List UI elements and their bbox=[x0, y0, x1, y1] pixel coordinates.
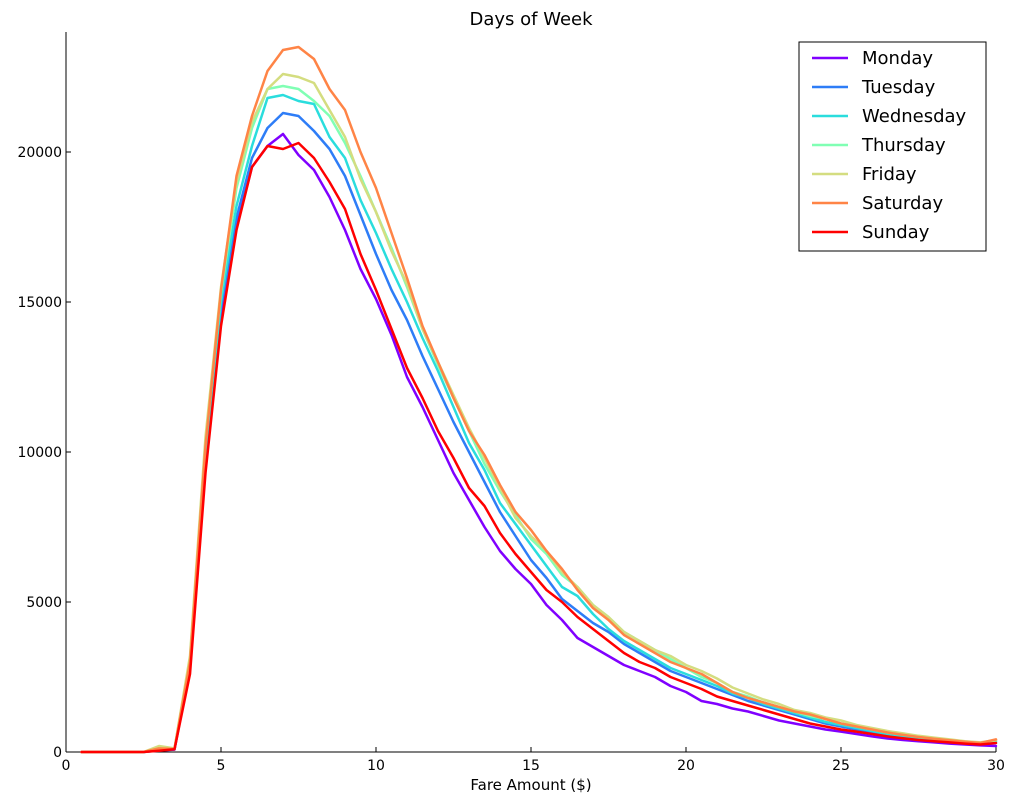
legend: Monday Tuesday Wednesday Thursday Friday Satu… bbox=[798, 41, 987, 252]
chart-title: Days of Week bbox=[469, 9, 593, 30]
y-tick-label: 15000 bbox=[17, 295, 62, 311]
x-tick-label: 25 bbox=[832, 758, 850, 774]
y-ticks: 0 5000 10000 15000 20000 bbox=[17, 145, 71, 761]
x-ticks: 0 5 10 15 20 25 30 bbox=[62, 747, 1005, 774]
x-tick-label: 0 bbox=[62, 758, 71, 774]
series-line-wednesday bbox=[80, 93, 998, 754]
x-tick-label: 5 bbox=[217, 758, 226, 774]
x-tick-label: 10 bbox=[367, 758, 385, 774]
legend-label-wednesday: Wednesday bbox=[862, 106, 967, 127]
x-tick-label: 15 bbox=[522, 758, 540, 774]
series-line-sunday bbox=[80, 141, 998, 754]
y-tick-label: 0 bbox=[53, 745, 62, 761]
legend-label-saturday: Saturday bbox=[862, 193, 943, 214]
legend-label-thursday: Thursday bbox=[861, 135, 946, 156]
series-lines bbox=[80, 45, 998, 754]
legend-label-monday: Monday bbox=[862, 48, 933, 69]
legend-label-tuesday: Tuesday bbox=[861, 77, 936, 98]
series-line-tuesday bbox=[80, 111, 998, 754]
y-tick-label: 10000 bbox=[17, 445, 62, 461]
legend-label-friday: Friday bbox=[862, 164, 917, 185]
legend-items: Monday Tuesday Wednesday Thursday Friday Satu… bbox=[812, 48, 967, 243]
plot-area: 0 5 10 15 20 25 30 0 5000 10000 15000 20000 bbox=[17, 32, 1005, 774]
x-axis-label: Fare Amount ($) bbox=[470, 776, 591, 794]
legend-frame bbox=[798, 41, 987, 252]
legend-label-sunday: Sunday bbox=[862, 222, 930, 243]
x-tick-label: 30 bbox=[987, 758, 1005, 774]
y-tick-label: 20000 bbox=[17, 145, 62, 161]
y-tick-label: 5000 bbox=[26, 595, 62, 611]
x-tick-label: 20 bbox=[677, 758, 695, 774]
series-line-saturday bbox=[80, 45, 998, 754]
